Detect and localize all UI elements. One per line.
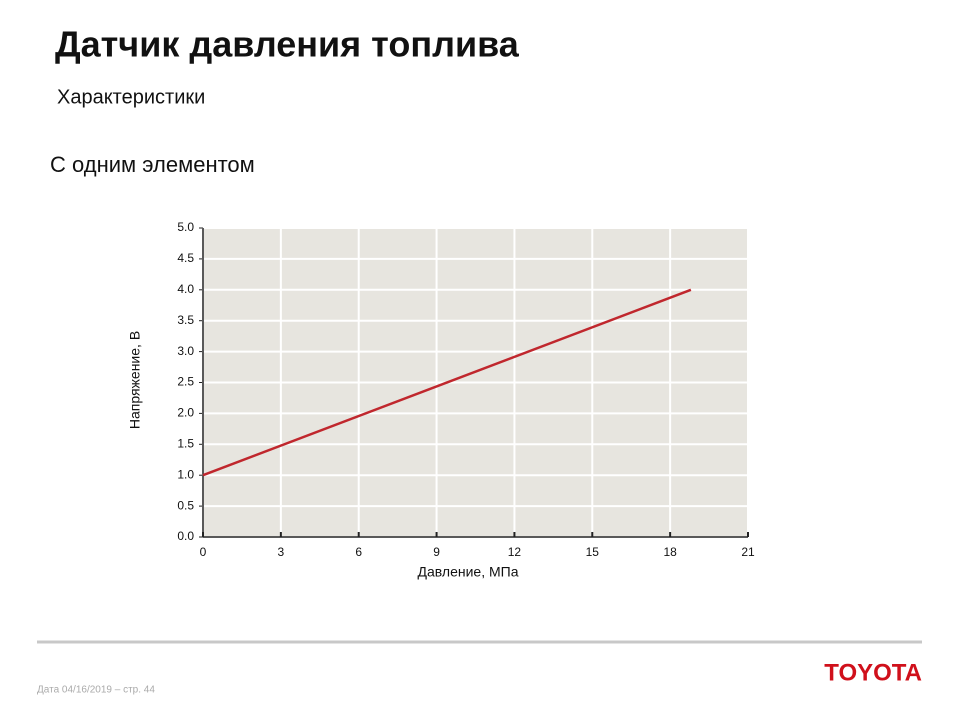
chart: 0.0 0.5 1.0 1.5 2.0 2.5 3.0 3.5 4.0 4.5 5.0 0 3 6 9 12 1… [177, 220, 755, 559]
y-tick-label: 2.5 [177, 375, 194, 389]
x-tick-label: 0 [200, 545, 207, 559]
title: Датчик давления топлива [55, 24, 520, 65]
section-title: С одним элементом [50, 152, 255, 177]
data-line [202, 288, 692, 477]
y-tick-label: 1.5 [177, 436, 194, 450]
logo: TOYOTA [824, 659, 922, 686]
x-tick-label: 15 [586, 545, 600, 559]
x-tick-label: 3 [278, 545, 285, 559]
footer-date: Дата 04/16/2019 – стр. 44 [37, 685, 155, 696]
y-tick-label: 3.5 [177, 313, 194, 327]
y-tick-label: 0.5 [177, 498, 194, 512]
y-tick-label: 0.0 [177, 529, 194, 543]
x-tick-label: 9 [433, 545, 440, 559]
y-tick-label: 1.0 [177, 467, 194, 481]
x-tick-label: 18 [663, 545, 677, 559]
x-tick-label: 21 [741, 545, 755, 559]
y-tick-label: 5.0 [177, 220, 194, 234]
y-axis-label: Напряжение, В [127, 331, 143, 429]
x-tick-label: 6 [355, 545, 362, 559]
x-axis-label: Давление, МПа [418, 564, 519, 580]
x-tick-label: 12 [508, 545, 522, 559]
y-tick-label: 2.0 [177, 406, 194, 420]
y-tick-label: 4.5 [177, 251, 194, 265]
y-tick-label: 3.0 [177, 344, 194, 358]
subtitle: Характеристики [57, 86, 205, 108]
y-tick-label: 4.0 [177, 282, 194, 296]
